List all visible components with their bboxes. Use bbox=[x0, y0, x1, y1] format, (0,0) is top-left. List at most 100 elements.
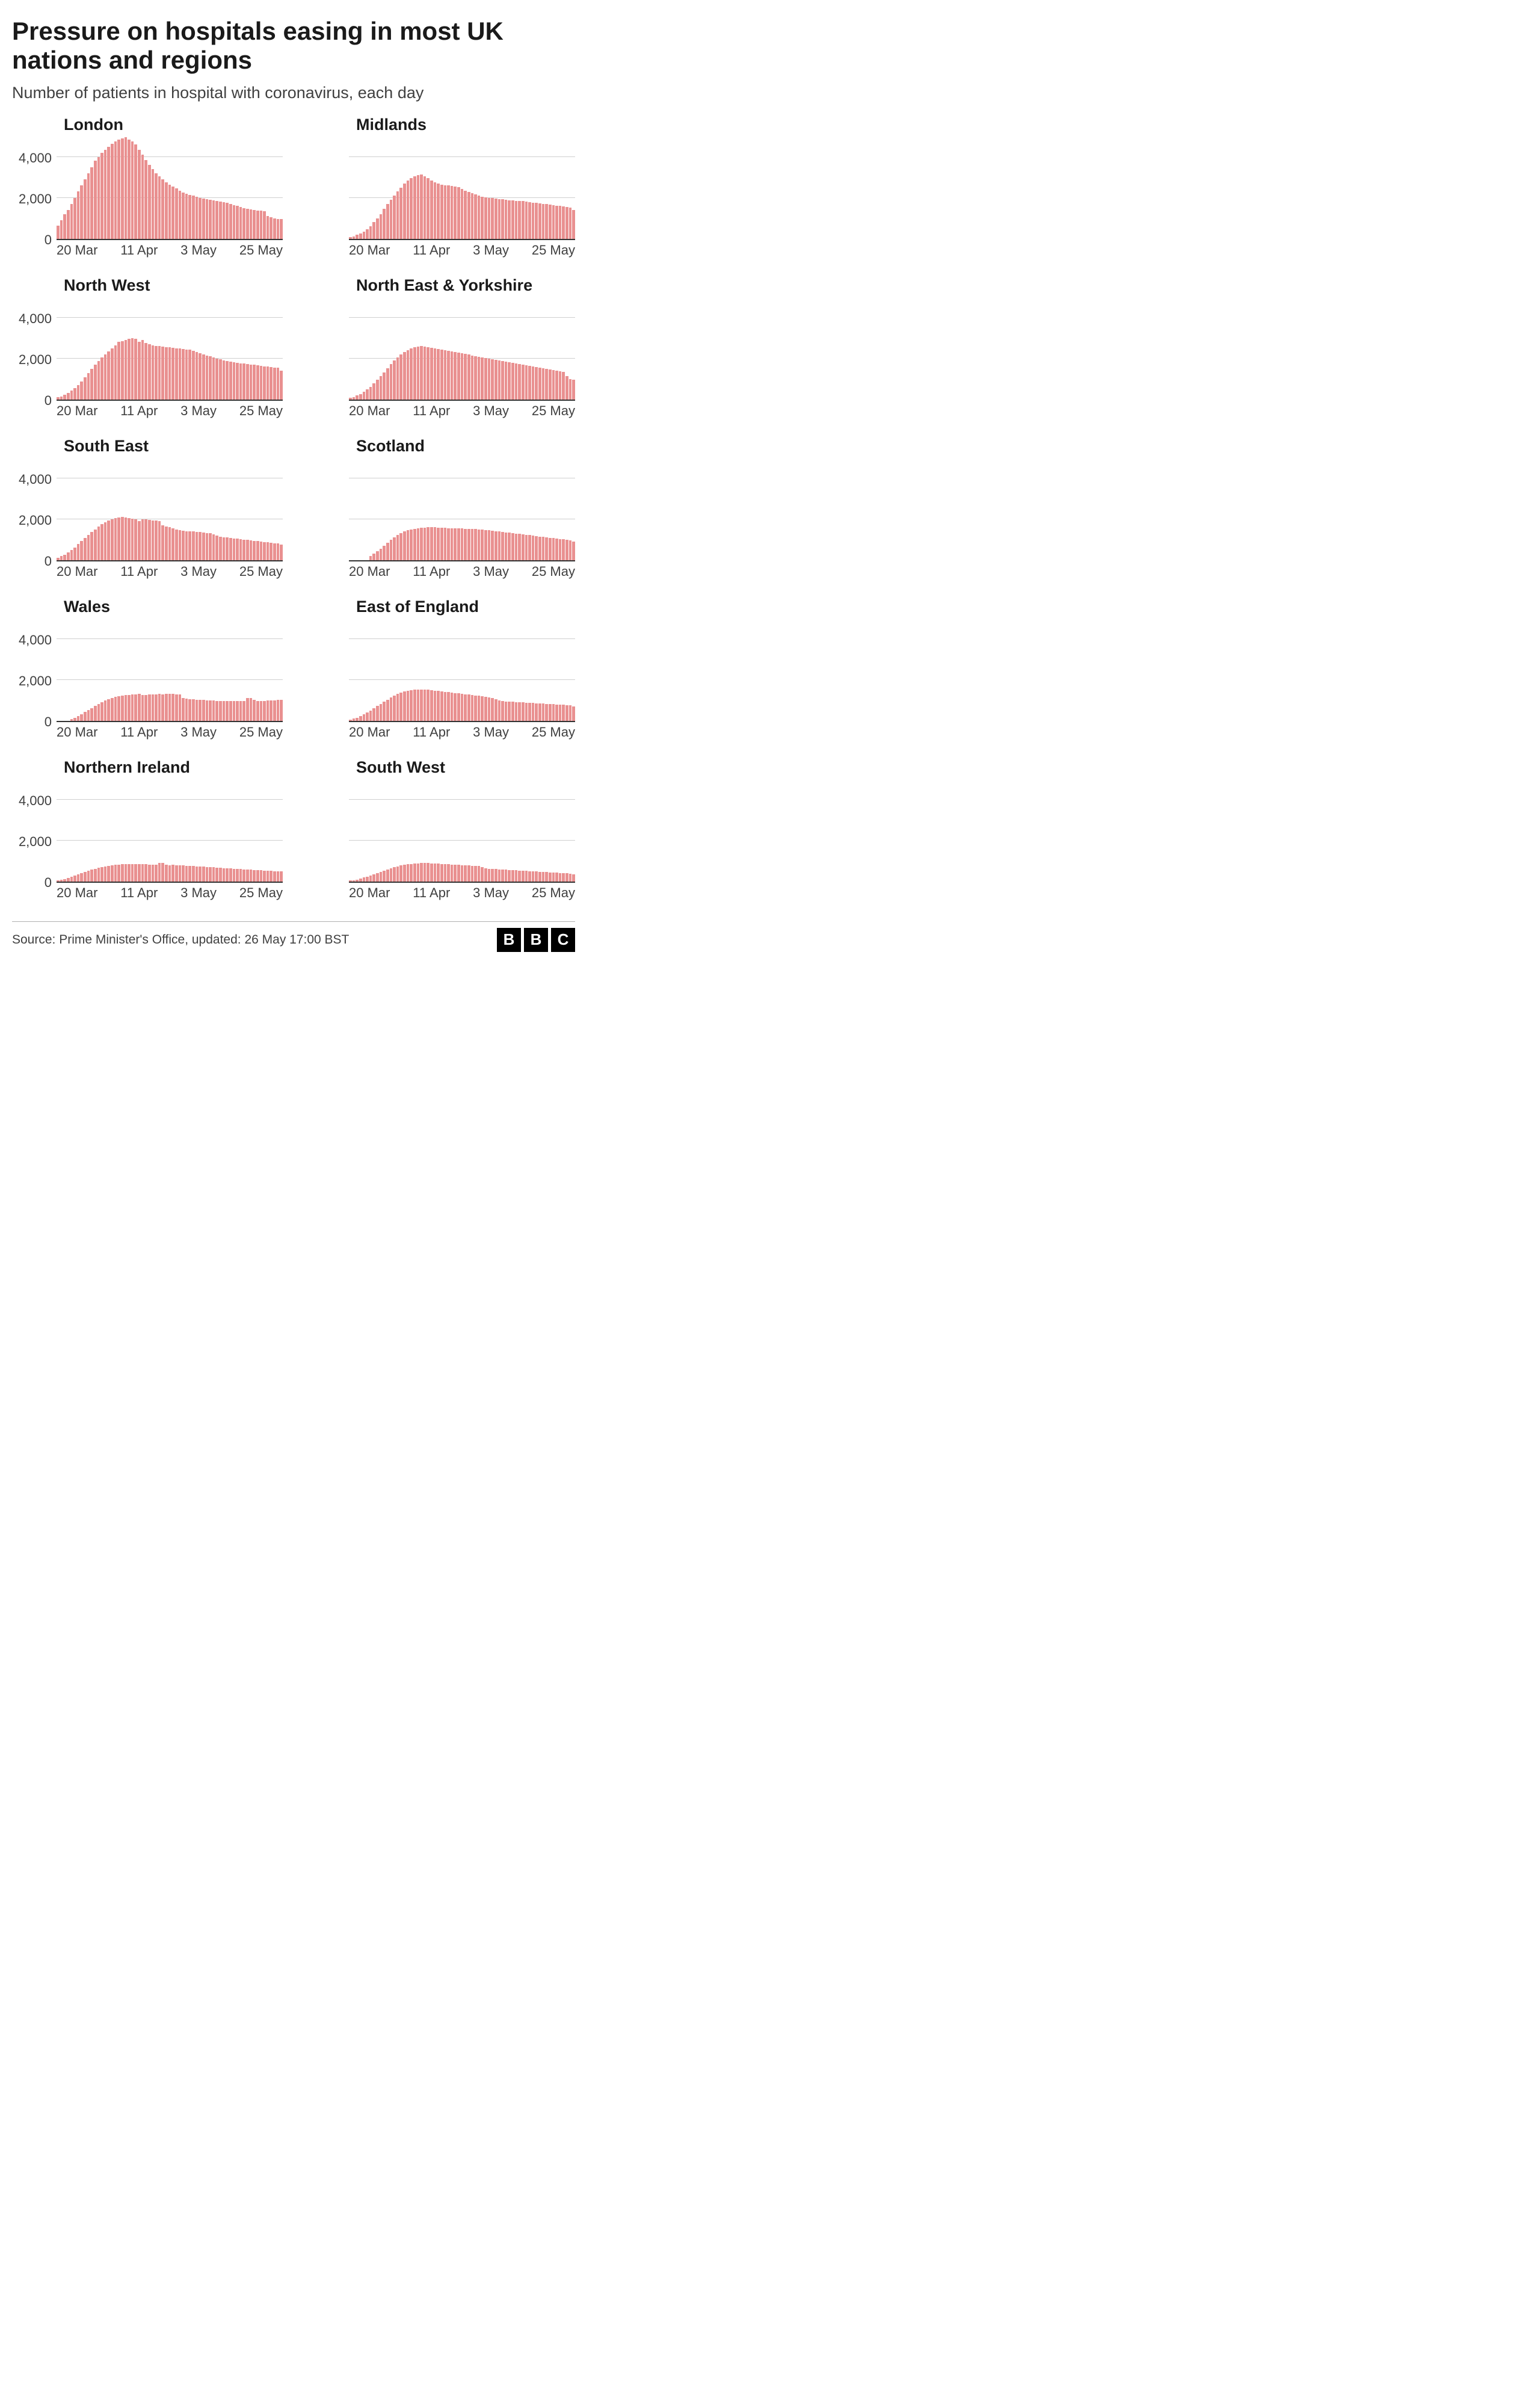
bar bbox=[437, 349, 440, 399]
bar bbox=[515, 534, 518, 560]
bar bbox=[532, 366, 535, 400]
bar bbox=[175, 530, 178, 560]
bar bbox=[535, 536, 538, 560]
source-text: Source: Prime Minister's Office, updated… bbox=[12, 933, 349, 947]
bar bbox=[410, 530, 413, 560]
bar bbox=[511, 363, 514, 400]
bar bbox=[501, 532, 504, 560]
bar bbox=[152, 169, 155, 239]
y-tick-label: 2,000 bbox=[19, 834, 52, 850]
bar bbox=[212, 200, 215, 239]
bar bbox=[134, 864, 137, 882]
bar bbox=[223, 360, 226, 400]
bar bbox=[552, 704, 555, 720]
bar bbox=[57, 880, 60, 882]
bar bbox=[125, 695, 128, 721]
bar bbox=[386, 368, 389, 400]
bar bbox=[464, 865, 467, 882]
bar bbox=[206, 199, 209, 238]
bar bbox=[538, 203, 541, 238]
x-tick-label: 11 Apr bbox=[413, 885, 450, 901]
bar bbox=[80, 541, 83, 560]
bar bbox=[57, 226, 60, 239]
bar bbox=[559, 539, 562, 560]
x-tick-label: 25 May bbox=[532, 564, 575, 579]
bar bbox=[427, 863, 430, 881]
bar bbox=[396, 357, 399, 400]
bar bbox=[522, 871, 525, 882]
bar bbox=[179, 865, 182, 882]
bar bbox=[559, 705, 562, 721]
bar bbox=[488, 869, 491, 882]
bar bbox=[242, 870, 245, 882]
bar bbox=[393, 196, 396, 238]
bar bbox=[280, 871, 283, 881]
bar bbox=[467, 694, 470, 720]
bar bbox=[508, 362, 511, 400]
bar bbox=[488, 198, 491, 239]
bar bbox=[117, 518, 120, 560]
bar bbox=[90, 167, 93, 239]
x-tick-label: 25 May bbox=[239, 243, 283, 258]
page-title: Pressure on hospitals easing in most UK … bbox=[12, 17, 575, 75]
bar bbox=[407, 864, 410, 881]
bar bbox=[349, 720, 352, 721]
bar bbox=[413, 690, 416, 721]
bar bbox=[410, 690, 413, 721]
bar bbox=[424, 863, 427, 881]
x-axis: 20 Mar11 Apr3 May25 May bbox=[304, 243, 575, 258]
bar bbox=[253, 365, 256, 399]
bar bbox=[266, 542, 270, 560]
bar bbox=[549, 205, 552, 238]
bar bbox=[525, 535, 528, 560]
bar bbox=[434, 348, 437, 399]
bar bbox=[454, 528, 457, 560]
bar bbox=[67, 210, 70, 239]
bar bbox=[84, 712, 87, 720]
bar bbox=[212, 867, 215, 881]
panel-title: South West bbox=[304, 758, 575, 777]
y-tick-label: 0 bbox=[45, 875, 52, 891]
x-tick-label: 20 Mar bbox=[57, 243, 97, 258]
bar bbox=[273, 700, 276, 721]
bar bbox=[538, 368, 541, 400]
bar bbox=[366, 229, 369, 238]
bar bbox=[165, 865, 168, 881]
bar bbox=[369, 711, 372, 721]
bar bbox=[226, 361, 229, 399]
bar bbox=[175, 348, 178, 400]
bar bbox=[144, 519, 147, 560]
bar bbox=[107, 351, 110, 400]
bar bbox=[263, 211, 266, 239]
x-tick-label: 20 Mar bbox=[349, 564, 390, 579]
x-tick-label: 11 Apr bbox=[120, 564, 158, 579]
bar bbox=[417, 528, 420, 560]
bar bbox=[542, 537, 545, 560]
x-tick-label: 25 May bbox=[532, 403, 575, 419]
bar bbox=[100, 357, 103, 400]
y-tick-label: 4,000 bbox=[19, 793, 52, 809]
bar bbox=[484, 197, 487, 239]
bar bbox=[158, 863, 161, 882]
bar bbox=[555, 705, 558, 721]
bar bbox=[461, 189, 464, 238]
page-subtitle: Number of patients in hospital with coro… bbox=[12, 84, 575, 102]
bar bbox=[545, 369, 548, 400]
bar bbox=[87, 535, 90, 560]
bar bbox=[111, 519, 114, 560]
bar bbox=[141, 695, 144, 721]
bar bbox=[70, 719, 73, 721]
bar bbox=[488, 697, 491, 721]
bar bbox=[199, 198, 202, 239]
bar bbox=[273, 368, 276, 400]
bar bbox=[498, 700, 501, 721]
bar bbox=[403, 531, 406, 560]
bar bbox=[152, 345, 155, 400]
bar bbox=[552, 370, 555, 400]
bar bbox=[413, 864, 416, 882]
bar bbox=[111, 348, 114, 400]
bar bbox=[562, 705, 565, 720]
bar bbox=[444, 528, 447, 560]
bar bbox=[386, 700, 389, 721]
bar bbox=[383, 372, 386, 400]
